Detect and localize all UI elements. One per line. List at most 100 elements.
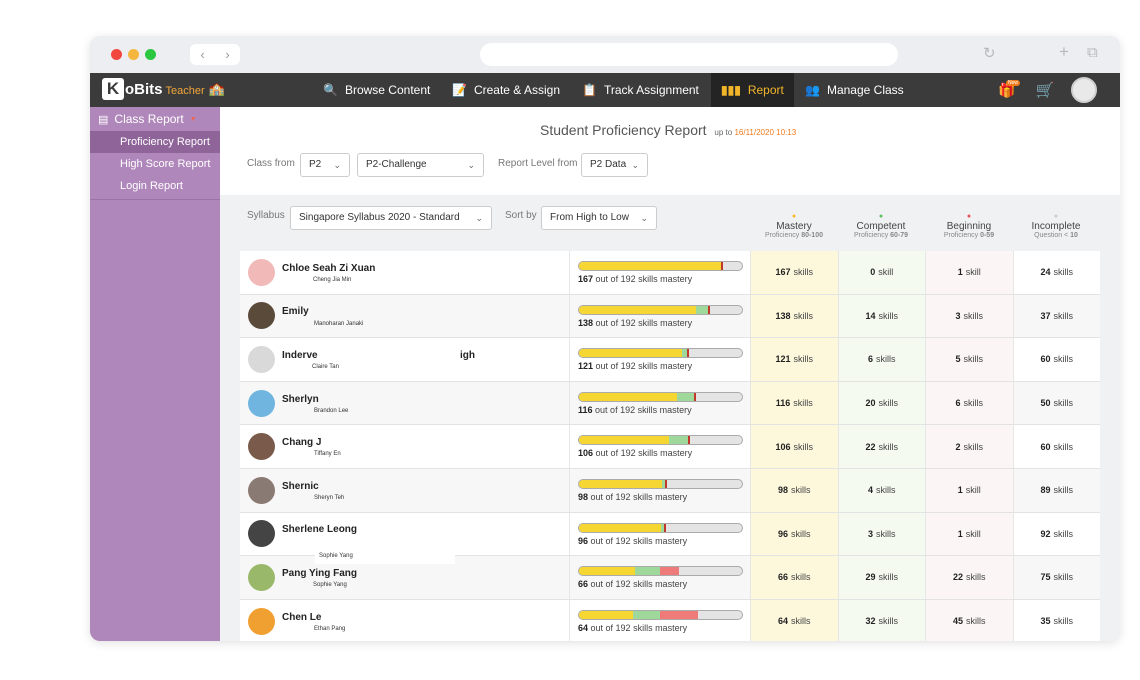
student-name: Chang J (282, 437, 322, 449)
student-cell: Sophie Yang Pang Ying Fang Sophie Yang (240, 548, 569, 599)
beginning-count: 1 skill (925, 251, 1013, 294)
caret-down-icon: ▼ (189, 115, 197, 123)
student-avatar (248, 476, 275, 504)
student-name: Chloe Seah Zi Xuan (282, 262, 376, 274)
cart-icon[interactable]: 🛒 (1035, 82, 1055, 99)
sidebar-section-class-report[interactable]: ▤ Class Report ▼ (90, 107, 220, 131)
mastery-progress-cell: 66 out of 192 skills mastery (569, 556, 750, 599)
status-dot-icon: ● (791, 213, 797, 220)
sidebar-item-login-report[interactable]: Login Report (120, 180, 183, 192)
syllabus-label: Syllabus (247, 210, 285, 221)
mastery-progress-bar (578, 609, 743, 620)
mastery-segment (579, 610, 633, 619)
table-row[interactable]: Sophie Yang Pang Ying Fang Sophie Yang 66 o… (240, 548, 1100, 600)
column-title: Beginning (946, 221, 992, 232)
teacher-name: Claire Tan (312, 364, 339, 371)
maximize-window-button[interactable] (145, 49, 156, 60)
koobits-logo[interactable]: K oBits Teacher 🏫 (102, 78, 225, 100)
student-avatar (248, 433, 275, 461)
class-icon: 👥 (805, 83, 820, 97)
syllabus-value: Singapore Syllabus 2020 - Standard (299, 212, 460, 223)
sidebar-item-high-score-report[interactable]: High Score Report (120, 158, 211, 170)
beginning-segment (665, 479, 667, 488)
report-level-select[interactable]: P2 Data ⌄ (581, 153, 648, 177)
mastery-count: 116 skills (750, 381, 838, 425)
student-cell: Shernic Sheryn Teh (240, 468, 569, 512)
close-window-button[interactable] (111, 49, 122, 60)
class-select[interactable]: P2-Challenge ⌄ (357, 153, 484, 177)
new-badge: New (1006, 79, 1021, 86)
student-table: Chloe Seah Zi Xuan Cheng Jia Min 167 out o… (240, 251, 1100, 641)
tabs-overview-icon[interactable]: ⧉ (1087, 44, 1098, 61)
logo-k: K (102, 78, 124, 100)
competent-segment (677, 392, 694, 401)
student-cell: Sherlene Leong (240, 512, 569, 556)
address-bar[interactable] (480, 43, 898, 66)
bar-chart-icon: ▮▮▮ (721, 83, 741, 97)
mastery-summary: 167 out of 192 skills mastery (578, 274, 693, 284)
nav-report[interactable]: ▮▮▮ Report (711, 73, 794, 107)
browser-titlebar: ‹ › ↻ + ⧉ (90, 36, 1120, 73)
student-avatar (248, 520, 275, 548)
sidebar-divider (90, 199, 220, 200)
student-name: Inderve (282, 349, 318, 361)
syllabus-select[interactable]: Singapore Syllabus 2020 - Standard ⌄ (290, 206, 492, 230)
table-row[interactable]: Inderve igh Claire Tan 121 out of 192 skill… (240, 338, 1100, 382)
browser-window: ‹ › ↻ + ⧉ K oBits Teacher 🏫 🔍 Browse Con… (90, 36, 1120, 641)
mastery-count: 98 skills (750, 468, 838, 512)
competent-segment (696, 305, 708, 314)
minimize-window-button[interactable] (128, 49, 139, 60)
table-row[interactable]: Shernic Sheryn Teh 98 out of 192 skills ma… (240, 468, 1100, 513)
level-select[interactable]: P2 ⌄ (300, 153, 350, 177)
refresh-icon[interactable]: ↻ (983, 45, 996, 62)
sort-select[interactable]: From High to Low ⌄ (541, 206, 657, 230)
competent-count: 29 skills (837, 556, 925, 599)
status-dot-icon: ● (1053, 213, 1059, 220)
nav-label: Manage Class (826, 83, 904, 97)
mastery-progress-bar (578, 348, 743, 359)
student-cell: Sherlyn Brandon Lee (240, 381, 569, 425)
table-row[interactable]: Chloe Seah Zi Xuan Cheng Jia Min 167 out o… (240, 251, 1100, 295)
beginning-count: 5 skills (925, 338, 1013, 381)
logo-text: oBits (125, 80, 163, 98)
report-header-panel: Student Proficiency Report up to 16/11/2… (220, 107, 1120, 195)
table-row[interactable]: Chang J Tiffany En 106 out of 192 skills m… (240, 425, 1100, 469)
student-avatar (248, 258, 275, 286)
forward-icon[interactable]: › (225, 47, 230, 62)
user-avatar[interactable] (1071, 77, 1098, 103)
incomplete-count: 89 skills (1012, 468, 1100, 512)
sidebar-section-label: Class Report (114, 112, 184, 126)
status-dot-icon: ● (966, 213, 972, 220)
incomplete-count: 24 skills (1012, 251, 1100, 294)
mastery-progress-bar (578, 478, 743, 489)
page-title: Student Proficiency Report (540, 122, 707, 138)
nav-manage-class[interactable]: 👥 Manage Class (805, 73, 904, 107)
mastery-progress-bar (578, 522, 743, 533)
nav-browse-content[interactable]: 🔍 Browse Content (323, 73, 430, 107)
sidebar: ▤ Class Report ▼ Proficiency Report High… (90, 107, 220, 641)
table-row[interactable]: Emily Manoharan Janaki 138 out of 192 skil… (240, 294, 1100, 339)
student-name: Chen Le (282, 611, 322, 623)
student-name: Pang Ying Fang (282, 567, 358, 579)
nav-track-assignment[interactable]: 📋 Track Assignment (582, 73, 699, 107)
competent-segment (635, 567, 660, 576)
browser-nav-buttons: ‹ › (190, 44, 240, 65)
nav-label: Browse Content (344, 83, 431, 97)
table-row[interactable]: Chen Le Ethan Pang 64 out of 192 skills ma… (240, 599, 1100, 641)
column-subtitle: Proficiency 0-59 (943, 232, 995, 239)
mastery-progress-bar (578, 261, 743, 271)
competent-count: 3 skills (837, 512, 925, 556)
back-icon[interactable]: ‹ (200, 47, 205, 62)
new-tab-icon[interactable]: + (1059, 42, 1069, 61)
column-subtitle: Question < 10 (1034, 232, 1078, 239)
mastery-count: 167 skills (750, 251, 838, 294)
mastery-segment (579, 305, 696, 314)
class-from-label: Class from (247, 158, 295, 169)
rewards-icon[interactable]: 🎁 New (998, 79, 1021, 98)
table-row[interactable]: Sherlyn Brandon Lee 116 out of 192 skills … (240, 381, 1100, 426)
nav-create-assign[interactable]: 📝 Create & Assign (452, 73, 560, 107)
table-row[interactable]: Sherlene Leong 96 out of 192 skills maste… (240, 512, 1100, 557)
sidebar-item-proficiency-report[interactable]: Proficiency Report (90, 131, 220, 153)
competent-count: 4 skills (837, 468, 925, 512)
document-icon: 📝 (452, 83, 467, 97)
